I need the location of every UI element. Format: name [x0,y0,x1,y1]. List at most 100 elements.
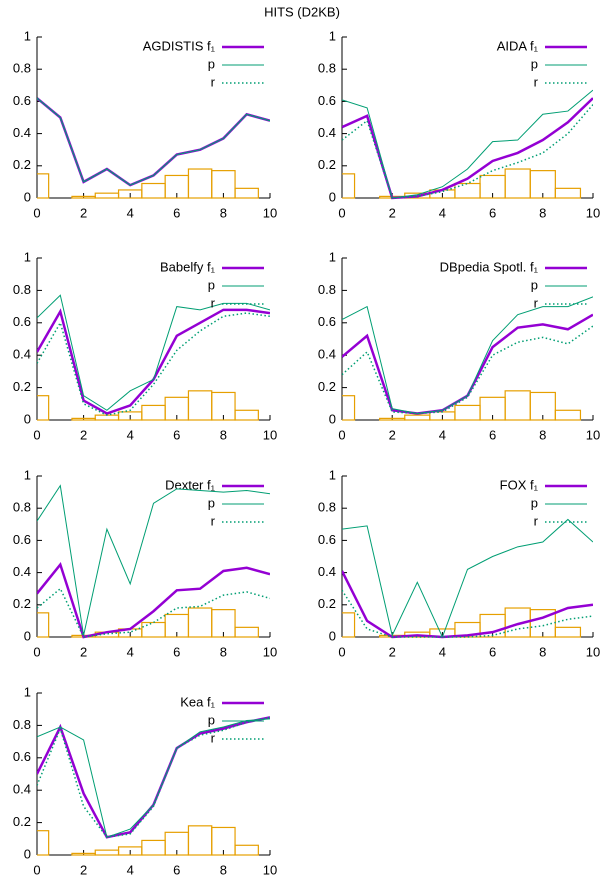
x-tick-label: 2 [389,205,396,220]
histogram-bar [37,173,50,199]
series-line [342,589,593,638]
histogram-bar [141,621,166,638]
y-tick-label: 1 [24,249,31,264]
histogram-bar [211,609,236,638]
histogram-bar [342,173,356,199]
histogram-bar [141,182,166,199]
x-tick-label: 8 [220,862,227,877]
x-tick-label: 4 [439,205,446,220]
histogram-bar [234,844,259,856]
x-tick-label: 8 [220,205,227,220]
histogram-bar [187,607,213,638]
legend-label: DBpedia Spotl. f₁ [440,259,539,274]
y-tick-label: 0.4 [13,125,31,140]
x-tick-label: 6 [173,205,180,220]
histogram-bar [234,409,259,421]
x-tick-label: 6 [489,205,496,220]
histogram-bar [504,390,531,421]
x-tick-label: 8 [539,644,546,659]
y-tick-label: 0 [24,846,31,861]
y-tick-label: 0.6 [13,93,31,108]
legend-label: Kea f₁ [180,694,215,709]
x-tick-label: 4 [439,427,446,442]
x-tick-label: 10 [586,427,600,442]
y-tick-label: 0.8 [318,500,336,515]
y-tick-label: 0.8 [318,61,336,76]
y-tick-label: 0 [329,189,336,204]
x-tick-label: 10 [586,644,600,659]
histogram [37,168,259,199]
x-tick-label: 0 [33,862,40,877]
x-tick-label: 0 [33,644,40,659]
histogram-bar [187,390,213,421]
x-tick-label: 2 [80,205,87,220]
histogram-bar [404,414,431,421]
y-tick-label: 0.8 [13,282,31,297]
y-tick-label: 0.4 [318,564,336,579]
histogram-bar [211,170,236,199]
legend-label: Babelfy f₁ [160,259,216,274]
x-tick-label: 4 [127,862,134,877]
series-line [37,484,270,636]
y-tick-label: 1 [329,249,336,264]
histogram [37,390,259,421]
y-tick-label: 0.2 [13,814,31,829]
y-tick-label: 0.4 [318,125,336,140]
x-tick-label: 8 [220,644,227,659]
histogram-bar [141,404,166,421]
y-tick-label: 0.2 [318,157,336,172]
y-tick-label: 0.2 [318,379,336,394]
histogram-bar [187,168,213,199]
y-tick-label: 0.8 [318,282,336,297]
series-line [37,718,270,838]
x-tick-label: 0 [338,205,345,220]
y-tick-label: 0.6 [318,532,336,547]
histogram-bar [141,839,166,856]
series-line [37,561,270,639]
legend-label: AIDA f₁ [497,38,539,53]
histogram [37,607,259,638]
legend-label: r [211,513,216,528]
histogram-bar [37,395,50,421]
legend-label: r [534,295,539,310]
y-tick-label: 0.2 [13,379,31,394]
histogram-bar [529,609,556,638]
y-tick-label: 0.4 [13,564,31,579]
y-tick-label: 0 [329,411,336,426]
histogram-bar [94,192,120,199]
x-tick-label: 10 [263,862,277,877]
x-tick-label: 10 [263,644,277,659]
x-tick-label: 4 [439,644,446,659]
histogram-bar [529,391,556,421]
histogram-bar [342,612,356,638]
histogram-bar [37,830,50,856]
histogram-bar [554,626,582,638]
y-tick-label: 0.8 [13,500,31,515]
legend-label: p [531,495,538,510]
y-tick-label: 1 [329,28,336,43]
series-line [342,325,593,415]
y-tick-label: 0.6 [13,532,31,547]
histogram-bar [94,849,120,856]
y-tick-label: 0 [24,189,31,204]
x-tick-label: 6 [173,862,180,877]
histogram [37,825,259,856]
y-tick-label: 1 [24,28,31,43]
x-tick-label: 0 [338,644,345,659]
x-tick-label: 4 [127,427,134,442]
legend-label: r [534,74,539,89]
y-tick-label: 0.6 [318,314,336,329]
series-line [37,716,270,839]
x-tick-label: 0 [338,427,345,442]
histogram-bar [554,409,582,421]
legend-label: p [208,277,215,292]
series-line [37,587,270,638]
histogram-bar [211,826,236,856]
legend-label: r [211,295,216,310]
y-tick-label: 0 [24,628,31,643]
y-tick-label: 0.6 [13,314,31,329]
